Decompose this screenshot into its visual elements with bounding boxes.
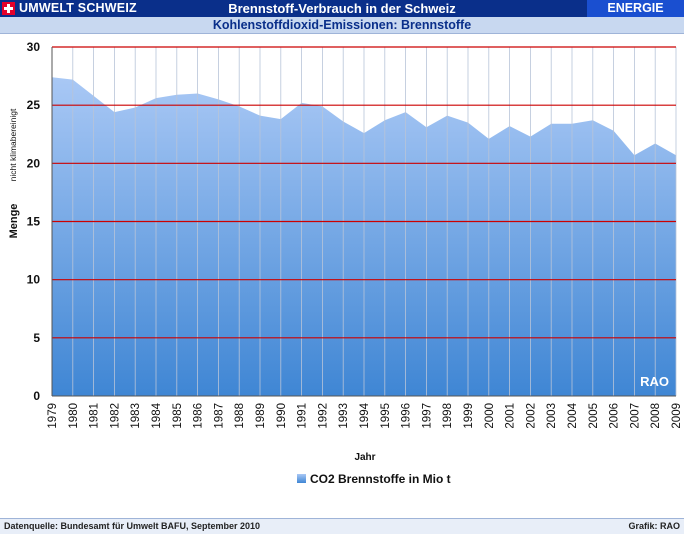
x-tick-label: 1997 bbox=[421, 403, 433, 429]
x-tick-label: 1993 bbox=[338, 403, 350, 429]
watermark: RAO bbox=[640, 374, 669, 389]
x-tick-label: 2007 bbox=[629, 403, 641, 429]
x-tick-label: 1991 bbox=[297, 403, 309, 429]
x-tick-label: 1995 bbox=[380, 403, 392, 429]
x-tick-label: 2001 bbox=[505, 403, 517, 429]
x-tick-label: 1988 bbox=[234, 403, 246, 429]
x-tick-label: 2003 bbox=[546, 403, 558, 429]
x-axis-label: Jahr bbox=[354, 452, 375, 463]
swiss-flag-icon bbox=[2, 2, 15, 15]
x-tick-label: 1996 bbox=[401, 403, 413, 429]
x-tick-label: 2006 bbox=[609, 403, 621, 429]
x-tick-label: 1981 bbox=[89, 403, 101, 429]
x-tick-label: 1987 bbox=[213, 403, 225, 429]
y-axis-note: nicht klimabereinigt bbox=[8, 108, 18, 181]
x-tick-label: 1994 bbox=[359, 402, 371, 428]
x-tick-label: 2008 bbox=[650, 403, 662, 429]
x-tick-label: 2004 bbox=[567, 402, 579, 428]
x-tick-label: 2005 bbox=[588, 403, 600, 429]
plot-area: 0 5 10 15 20 25 30 1979 1980 1981 1982 1983 1984 1985… bbox=[27, 40, 683, 429]
x-tick-label: 1983 bbox=[130, 403, 142, 429]
y-tick-label: 10 bbox=[27, 273, 41, 287]
x-tick-label: 1982 bbox=[109, 403, 121, 429]
brand-label: UMWELT SCHWEIZ bbox=[19, 1, 137, 15]
y-tick-label: 25 bbox=[27, 98, 41, 112]
y-tick-label: 30 bbox=[27, 40, 41, 54]
chart-subtitle: Kohlenstoffdioxid-Emissionen: Brennstoff… bbox=[0, 17, 684, 34]
x-tick-label: 2002 bbox=[525, 403, 537, 429]
footer: Datenquelle: Bundesamt für Umwelt BAFU, … bbox=[0, 518, 684, 534]
x-tick-label: 1999 bbox=[463, 403, 475, 429]
section-badge: ENERGIE bbox=[587, 0, 684, 17]
x-tick-label: 2009 bbox=[671, 403, 683, 429]
y-tick-label: 20 bbox=[27, 156, 41, 170]
page-title: Brennstoff-Verbrauch in der Schweiz bbox=[228, 1, 456, 16]
x-tick-label: 1989 bbox=[255, 403, 267, 429]
graphic-credit: Grafik: RAO bbox=[628, 521, 680, 531]
x-tick-label: 1998 bbox=[442, 403, 454, 429]
legend: CO2 Brennstoffe in Mio t bbox=[297, 472, 451, 486]
y-tick-label: 5 bbox=[33, 331, 40, 345]
x-tick-label: 1992 bbox=[317, 403, 329, 429]
x-tick-label: 1979 bbox=[47, 403, 59, 429]
x-tick-label: 1984 bbox=[151, 402, 163, 428]
y-tick-label: 0 bbox=[33, 389, 40, 403]
header-bar: UMWELT SCHWEIZ Brennstoff-Verbrauch in d… bbox=[0, 0, 684, 17]
data-source: Datenquelle: Bundesamt für Umwelt BAFU, … bbox=[4, 521, 261, 531]
y-axis-label: Menge bbox=[8, 204, 20, 239]
x-tick-label: 2000 bbox=[484, 403, 496, 429]
x-tick-label: 1985 bbox=[172, 403, 184, 429]
x-tick-label: 1990 bbox=[276, 403, 288, 429]
x-tick-label: 1980 bbox=[68, 403, 80, 429]
legend-swatch bbox=[297, 474, 306, 483]
legend-label: CO2 Brennstoffe in Mio t bbox=[310, 472, 451, 486]
y-tick-label: 15 bbox=[27, 215, 41, 229]
x-tick-label: 1986 bbox=[193, 403, 205, 429]
